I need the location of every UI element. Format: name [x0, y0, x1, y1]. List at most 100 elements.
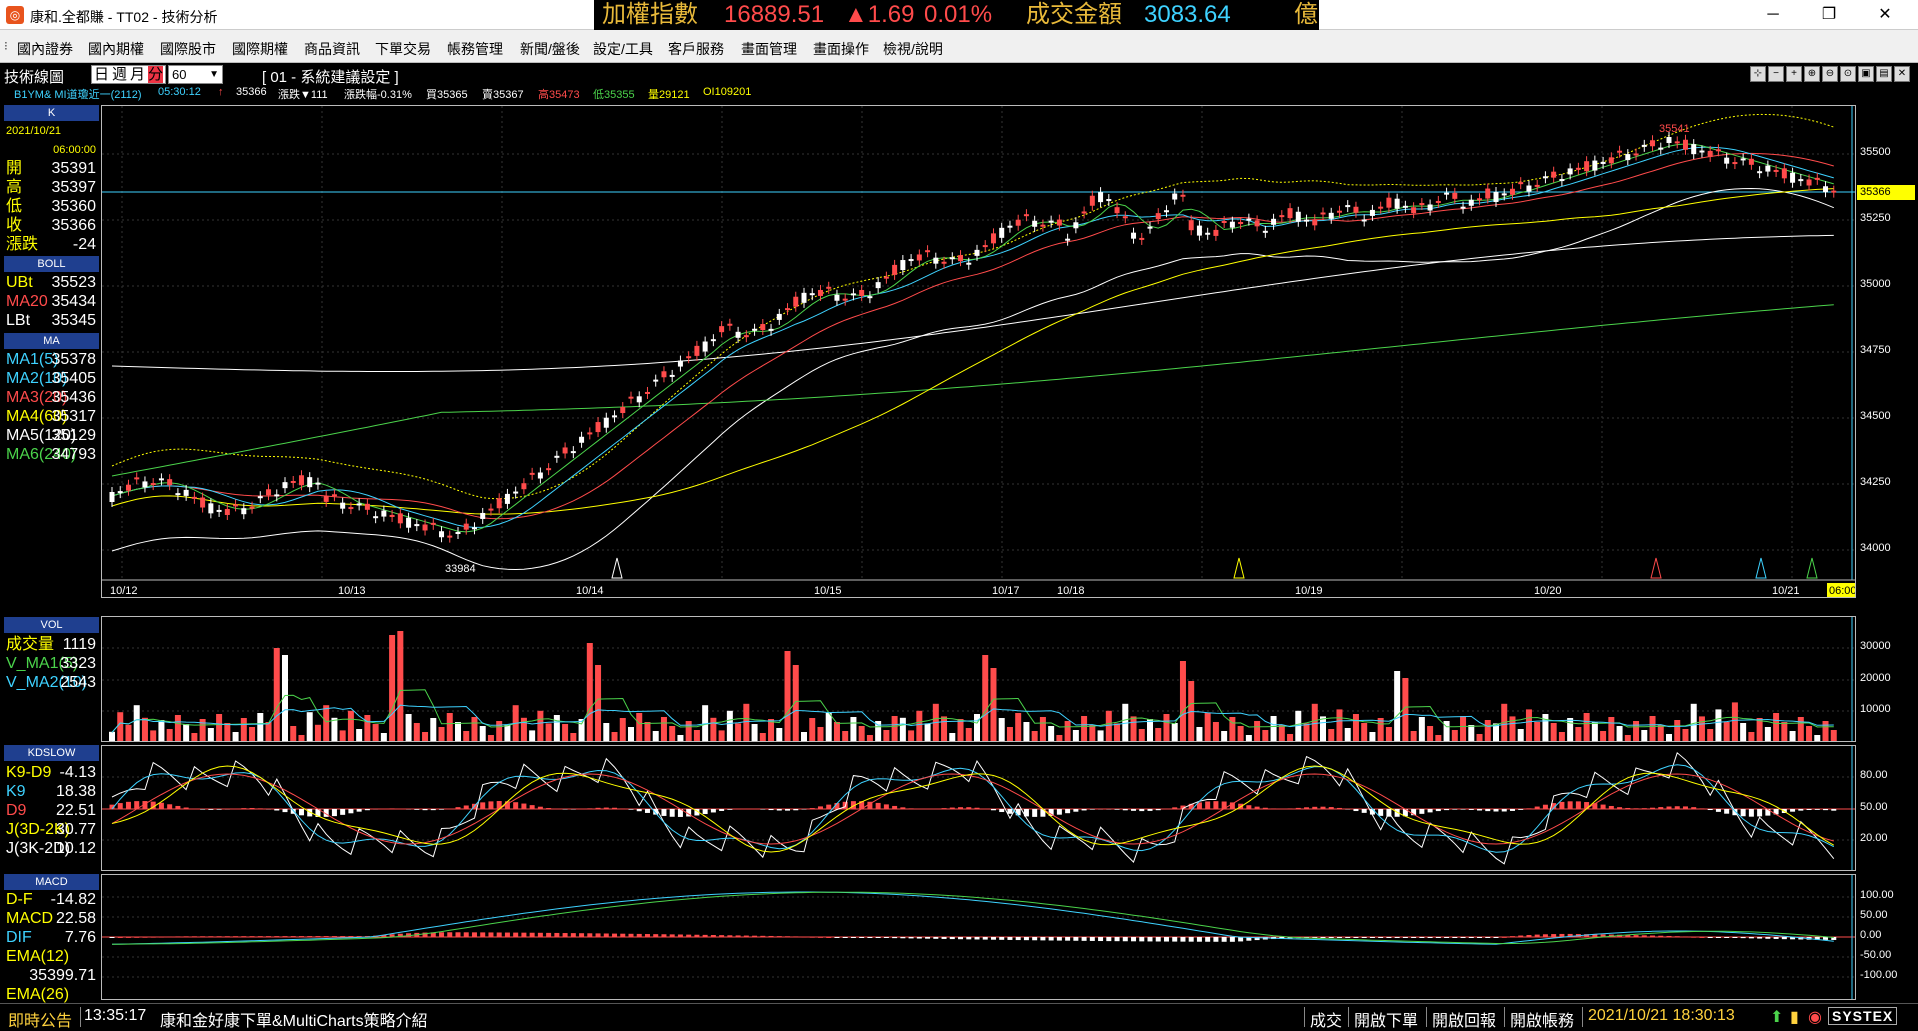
kd-histogram-bar	[876, 803, 881, 809]
menu-item[interactable]: 畫面操作	[813, 39, 869, 59]
minimize-button[interactable]: ─	[1750, 0, 1796, 30]
close-button[interactable]: ✕	[1862, 0, 1908, 30]
zoom-reset-icon[interactable]: ⊙	[1840, 66, 1856, 82]
menu-item[interactable]: 國際股市	[160, 39, 216, 59]
macd-histogram-bar	[283, 936, 288, 937]
indicator-header[interactable]: MA	[4, 333, 99, 349]
kd-histogram-bar	[274, 809, 279, 811]
kd-chart-pane[interactable]	[101, 745, 1856, 871]
j-line	[112, 753, 1834, 864]
candle	[1362, 219, 1367, 221]
close-chart-icon[interactable]: ✕	[1894, 66, 1910, 82]
candle	[258, 496, 263, 498]
notice-message[interactable]: 康和金好康下單&MultiCharts策略介紹	[160, 1007, 428, 1031]
save-icon[interactable]: ▣	[1858, 66, 1874, 82]
open-report-button[interactable]: 開啟回報	[1432, 1007, 1496, 1031]
macd-histogram-bar	[1395, 937, 1400, 938]
signal-marker-icon[interactable]	[1651, 558, 1661, 578]
candle	[736, 332, 741, 338]
signal-marker-icon[interactable]	[1234, 558, 1244, 578]
indicator-header[interactable]: K	[4, 105, 99, 121]
macd-histogram-bar	[332, 936, 337, 937]
volume-bar	[982, 655, 988, 742]
volume-chart[interactable]	[102, 617, 1856, 742]
notice-label[interactable]: 即時公告	[8, 1007, 72, 1031]
kd-histogram-bar	[1461, 809, 1466, 810]
volume-bar	[422, 732, 428, 742]
indicator-label: 成交量	[6, 636, 54, 653]
open-interest: OI109201	[703, 86, 751, 98]
open-account-button[interactable]: 開啟帳務	[1510, 1007, 1574, 1031]
menu-item[interactable]: 國內期權	[88, 39, 144, 59]
candle	[1732, 162, 1737, 164]
zoom-in-icon[interactable]: ⊕	[1804, 66, 1820, 82]
kd-histogram-bar	[1362, 809, 1367, 813]
candle	[727, 324, 732, 326]
macd-histogram-bar	[1477, 937, 1482, 938]
indicator-label: UBt	[6, 274, 33, 291]
kd-histogram-bar	[884, 804, 889, 809]
macd-histogram-bar	[1123, 937, 1128, 941]
minus-tool-icon[interactable]: −	[1768, 66, 1784, 82]
strategy-label[interactable]: [ 01 - 系統建議設定 ]	[262, 66, 399, 87]
kd-histogram-bar	[1172, 807, 1177, 809]
period-week[interactable]: 週	[112, 66, 127, 83]
period-day[interactable]: 日	[94, 66, 109, 83]
menu-item[interactable]: 國際期權	[232, 39, 288, 59]
kd-histogram-bar	[942, 808, 947, 809]
indicator-value: 35434	[52, 293, 97, 310]
menu-item[interactable]: 客戶服務	[668, 39, 724, 59]
menu-item[interactable]: 國內證券	[17, 39, 73, 59]
macd-chart[interactable]	[102, 875, 1856, 1000]
menu-item[interactable]: 設定/工具	[593, 39, 653, 59]
volume-bar	[809, 718, 815, 742]
macd-histogram-bar	[1106, 937, 1111, 941]
indicator-header[interactable]: MACD	[4, 874, 99, 890]
period-minute[interactable]: 分	[148, 66, 163, 83]
period-month[interactable]: 月	[130, 66, 145, 83]
volume-bar	[1625, 735, 1631, 742]
candle	[1016, 220, 1021, 226]
candle	[892, 265, 897, 275]
volume-bar	[1361, 723, 1367, 742]
signal-marker-icon[interactable]	[1807, 558, 1817, 578]
maximize-button[interactable]: ❐	[1806, 0, 1852, 30]
signal-marker-icon[interactable]	[612, 558, 622, 578]
indicator-header[interactable]: VOL	[4, 617, 99, 633]
volume-bar	[1518, 729, 1524, 742]
menu-item[interactable]: 檢視/說明	[883, 39, 943, 59]
trade-button[interactable]: 成交	[1310, 1007, 1342, 1031]
minute-select[interactable]: 60 ▼	[168, 65, 223, 84]
candle	[1271, 219, 1276, 225]
crosshair-tool-icon[interactable]: ⊹	[1750, 66, 1766, 82]
index-label: 加權指數	[602, 0, 698, 30]
period-selector[interactable]: 日 週 月 分	[91, 65, 166, 84]
indicator-header[interactable]: KDSLOW	[4, 745, 99, 761]
open-order-button[interactable]: 開啟下單	[1354, 1007, 1418, 1031]
menu-item[interactable]: 新聞/盤後	[520, 39, 580, 59]
zoom-out-icon[interactable]: ⊖	[1822, 66, 1838, 82]
menu-item[interactable]: 下單交易	[375, 39, 431, 59]
kd-histogram-bar	[958, 807, 963, 809]
indicator-label: LBt	[6, 312, 30, 329]
macd-chart-pane[interactable]	[101, 874, 1856, 1000]
kd-chart[interactable]	[102, 746, 1856, 871]
volume-bar	[908, 730, 914, 742]
menu-item[interactable]: 畫面管理	[741, 39, 797, 59]
indicator-header[interactable]: BOLL	[4, 256, 99, 272]
candle	[423, 524, 428, 530]
volume-chart-pane[interactable]	[101, 616, 1856, 742]
menu-item[interactable]: 帳務管理	[447, 39, 503, 59]
layout-icon[interactable]: ▤	[1876, 66, 1892, 82]
kd-histogram-bar	[900, 807, 905, 809]
axis-tick-label: -50.00	[1860, 949, 1891, 961]
plus-tool-icon[interactable]: +	[1786, 66, 1802, 82]
macd-histogram-bar	[1197, 937, 1202, 942]
kd-histogram-bar	[1131, 809, 1136, 811]
macd-histogram-bar	[1222, 937, 1227, 942]
signal-marker-icon[interactable]	[1756, 558, 1766, 578]
menu-item[interactable]: 商品資訊	[304, 39, 360, 59]
volume-bar	[842, 731, 848, 742]
